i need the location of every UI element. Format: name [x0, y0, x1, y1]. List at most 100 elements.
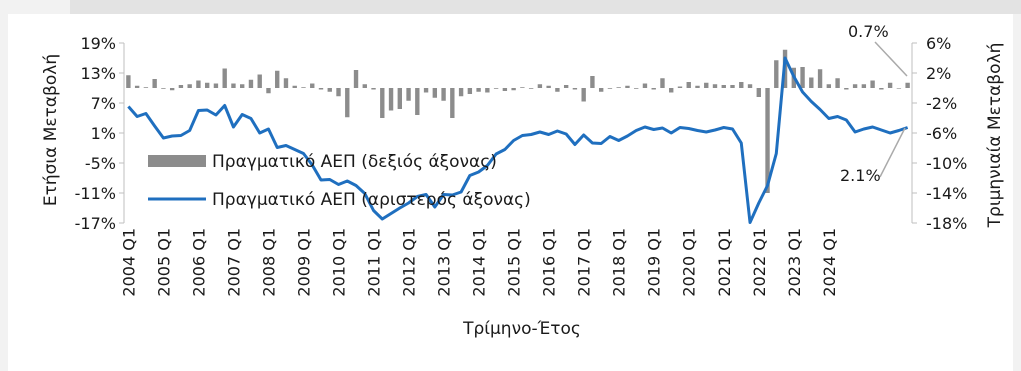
x-tick-label: 2013 Q1	[435, 228, 454, 297]
bar-gdp-q56	[616, 87, 621, 88]
bar-gdp-q19	[292, 85, 297, 88]
bar-gdp-q29	[380, 88, 385, 118]
chart-frame	[8, 14, 1013, 371]
bar-gdp-q24	[336, 88, 341, 97]
bar-gdp-q72	[756, 88, 761, 97]
bar-gdp-q21	[310, 83, 315, 88]
y-left-tick-label: 1%	[91, 124, 116, 143]
bar-gdp-q53	[590, 76, 595, 88]
x-tick-label: 2014 Q1	[470, 228, 489, 297]
x-tick-label: 2023 Q1	[785, 228, 804, 297]
y-right-tick-label: 2%	[926, 64, 951, 83]
legend-bar-swatch	[148, 155, 206, 167]
bar-gdp-q15	[257, 74, 262, 88]
bar-gdp-q88	[896, 88, 902, 89]
bar-gdp-q63	[677, 86, 683, 88]
annotations: 0.7% 2.1%	[840, 22, 908, 185]
x-tick-label: 2007 Q1	[224, 228, 243, 297]
y-right-tick-label: 6%	[926, 34, 951, 53]
y-right-axis-label: Τριμηνιαία Μεταβολή	[985, 43, 1005, 229]
bar-gdp-q37	[450, 88, 455, 118]
y-left-tick-label: 19%	[80, 34, 116, 53]
bar-gdp-q4	[161, 88, 166, 89]
bar-gdp-q73	[765, 88, 770, 193]
x-tick-label: 2005 Q1	[154, 228, 173, 297]
bar-gdp-q49	[555, 88, 560, 92]
bar-gdp-q85	[870, 80, 875, 88]
bar-gdp-q51	[572, 88, 578, 90]
line-gdp-annual	[127, 56, 909, 224]
bar-gdp-q54	[598, 88, 604, 92]
bar-gdp-q22	[318, 88, 324, 90]
bar-gdp-q8	[196, 80, 201, 88]
bar-gdp-q33	[415, 88, 420, 115]
bar-gdp-q23	[327, 88, 332, 92]
x-tick-label: 2012 Q1	[400, 228, 419, 297]
bar-gdp-q81	[835, 78, 840, 88]
bar-gdp-q31	[397, 88, 402, 109]
bar-gdp-q47	[537, 84, 543, 88]
bar-gdp-q86	[879, 88, 884, 90]
bar-gdp-q89	[905, 82, 910, 88]
x-tick-label: 2009 Q1	[294, 228, 313, 297]
x-tick-label: 2020 Q1	[680, 228, 699, 297]
x-tick-label: 2019 Q1	[645, 228, 664, 297]
bar-gdp-q43	[502, 88, 508, 91]
bar-gdp-q83	[852, 84, 858, 88]
bar-gdp-q70	[739, 82, 744, 88]
annotation-line-leader	[879, 127, 906, 178]
bar-gdp-q59	[642, 83, 648, 88]
x-tick-label: 2011 Q1	[365, 228, 384, 297]
bar-gdp-q14	[248, 79, 254, 88]
bar-gdp-q84	[861, 84, 867, 88]
bar-gdp-q6	[178, 85, 184, 88]
bar-gdp-q78	[809, 77, 814, 88]
bar-gdp-q35	[432, 88, 438, 98]
y-left-axis-label: Ετήσια Μεταβολή	[41, 54, 61, 206]
bar-gdp-q61	[660, 78, 665, 88]
x-tick-label: 2004 Q1	[119, 228, 138, 297]
x-tick-label: 2008 Q1	[259, 228, 278, 297]
bar-gdp-q26	[353, 70, 359, 88]
bar-gdp-q40	[476, 88, 481, 92]
bar-gdp-q60	[651, 88, 656, 90]
x-tick-label: 2015 Q1	[505, 228, 524, 297]
y-left-tick-label: 13%	[80, 64, 116, 83]
bar-gdp-q1	[134, 85, 140, 88]
legend: Πραγματικό ΑΕΠ (δεξιός άξονας) Πραγματικ…	[148, 152, 531, 210]
y-right-tick-label: -18%	[926, 214, 967, 233]
x-tick-label: 2010 Q1	[330, 228, 349, 297]
x-tick-label: 2016 Q1	[540, 228, 559, 297]
line-series-group	[127, 56, 909, 224]
bar-gdp-q0	[126, 75, 131, 88]
x-tick-label: 2017 Q1	[575, 228, 594, 297]
y-left-tick-label: -17%	[75, 214, 116, 233]
annotation-line-last: 2.1%	[840, 166, 881, 185]
bar-gdp-q17	[275, 70, 280, 88]
bar-gdp-q77	[800, 67, 805, 88]
y-left-tick-label: 7%	[91, 94, 116, 113]
bar-gdp-q36	[441, 88, 446, 101]
bar-gdp-q42	[493, 88, 499, 89]
annotation-bar-leader	[874, 41, 908, 77]
bar-gdp-q57	[625, 85, 630, 88]
x-tick-label: 2022 Q1	[750, 228, 769, 297]
x-axis-label: Τρίμηνο-Έτος	[462, 319, 581, 339]
bar-gdp-q55	[607, 88, 613, 89]
y-right-tick-label: -6%	[926, 124, 957, 143]
bar-gdp-q64	[686, 82, 691, 88]
bar-gdp-q45	[520, 87, 525, 88]
bar-gdp-q65	[695, 85, 700, 88]
y-right-tick-label: -2%	[926, 94, 957, 113]
y-right-tick-label: -10%	[926, 154, 967, 173]
bar-gdp-q9	[204, 82, 210, 88]
top-band	[70, 0, 1021, 14]
bar-gdp-q80	[826, 84, 832, 88]
x-tick-label: 2024 Q1	[820, 228, 839, 297]
annotation-bar-last: 0.7%	[848, 22, 889, 41]
y-left-tick-label: -11%	[75, 184, 116, 203]
bar-gdp-q30	[388, 88, 394, 111]
bar-gdp-q79	[817, 69, 823, 88]
bar-gdp-q16	[266, 88, 271, 94]
